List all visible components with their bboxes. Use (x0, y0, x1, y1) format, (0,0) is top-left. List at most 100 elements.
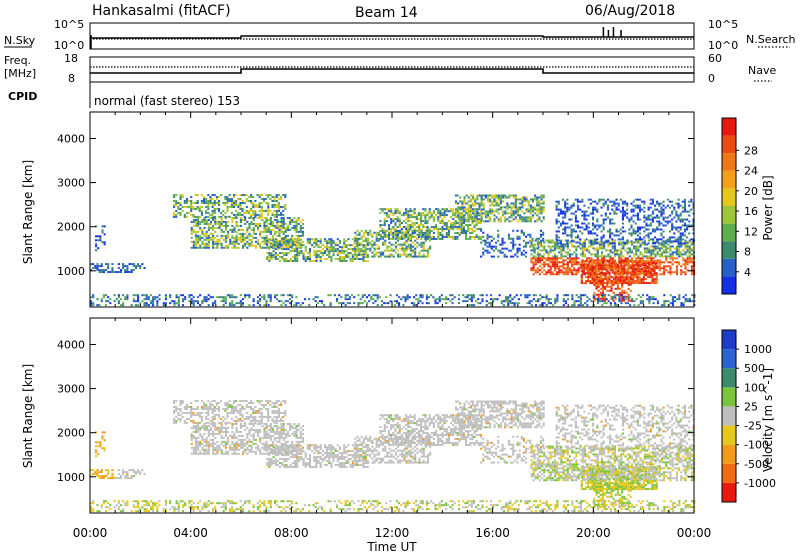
power-cell (577, 267, 580, 270)
power-cell (382, 251, 385, 254)
power-cell (242, 218, 245, 221)
power-cell (681, 238, 684, 241)
power-cell (598, 224, 601, 227)
power-cell (250, 194, 253, 197)
power-cell (484, 220, 487, 223)
power-cell (301, 226, 305, 229)
power-cell (617, 202, 620, 205)
power-cell (642, 268, 645, 271)
power-cell (581, 245, 584, 248)
power-cell (457, 294, 461, 297)
power-cell (677, 218, 680, 221)
power-cell (220, 228, 223, 231)
power-cell (458, 218, 461, 221)
power-cell (252, 218, 255, 221)
power-cell (336, 248, 339, 251)
power-cell (601, 279, 604, 282)
power-cell (482, 198, 485, 201)
power-cell (534, 196, 537, 199)
power-cell (147, 298, 150, 301)
power-cell (583, 242, 586, 245)
power-cell (559, 222, 562, 225)
power-cell (640, 268, 643, 271)
power-cell (332, 250, 335, 253)
power-cell (545, 259, 548, 262)
power-cell (117, 296, 120, 299)
power-cell (269, 217, 272, 219)
power-cell (527, 216, 530, 219)
power-cell (655, 272, 658, 275)
power-cell (536, 267, 539, 270)
power-cell (486, 235, 489, 238)
power-cell (591, 282, 594, 285)
power-cell (218, 222, 221, 225)
power-cell (280, 226, 283, 229)
power-cell (600, 264, 603, 267)
power-cell (315, 256, 318, 259)
power-cell (610, 287, 613, 290)
power-cell (397, 239, 400, 242)
power-cell (627, 276, 630, 279)
power-cell (401, 231, 404, 234)
power-cell (637, 255, 640, 258)
power-cell (418, 231, 421, 234)
power-cell (585, 224, 588, 227)
power-cell (451, 302, 454, 305)
power-cell (254, 215, 257, 218)
power-cell (364, 244, 367, 247)
power-cell (523, 220, 526, 223)
power-cell (220, 194, 223, 197)
power-cell (273, 294, 277, 297)
power-cell (271, 228, 275, 231)
power-cell (269, 296, 272, 299)
power-cell (615, 271, 619, 274)
power-cell (612, 281, 615, 284)
power-cell (624, 242, 627, 245)
power-cell (611, 232, 614, 235)
power-cell (396, 235, 399, 238)
power-cell (235, 217, 238, 219)
power-cell (392, 233, 395, 236)
power-cell (595, 287, 598, 290)
power-cell (156, 296, 159, 299)
power-cell (597, 283, 600, 286)
power-cell (545, 271, 548, 274)
power-cell (239, 194, 242, 197)
power-cell (220, 217, 223, 219)
power-cell (306, 258, 309, 261)
power-cell (407, 253, 410, 256)
power-cell (566, 198, 569, 201)
power-cell (475, 235, 478, 238)
power-cell (516, 247, 519, 250)
power-cell (282, 226, 285, 229)
power-cell (549, 298, 553, 301)
power-cell (634, 230, 637, 233)
power-cell (543, 257, 546, 260)
power-cell (539, 294, 542, 297)
power-cell (614, 276, 618, 279)
power-cell (593, 276, 596, 279)
power-cell (513, 302, 516, 305)
power-cell (228, 198, 231, 201)
power-cell (288, 298, 292, 301)
power-cell (610, 280, 613, 283)
power-cell (241, 213, 244, 216)
power-cell (527, 241, 530, 244)
power-cell (562, 249, 565, 252)
power-cell (649, 274, 652, 277)
power-cell (438, 298, 441, 301)
power-cell (239, 198, 242, 201)
power-cell (336, 258, 339, 261)
power-cell (645, 234, 648, 237)
power-cell (330, 240, 333, 243)
power-cell (422, 232, 425, 234)
power-cell (677, 202, 680, 205)
power-cell (571, 265, 574, 268)
power-cell (506, 204, 509, 207)
power-cell (680, 255, 683, 258)
power-cell (111, 267, 114, 270)
power-cell (589, 260, 592, 263)
power-cell (688, 200, 691, 203)
power-cell (209, 226, 213, 229)
power-cell (265, 228, 268, 231)
